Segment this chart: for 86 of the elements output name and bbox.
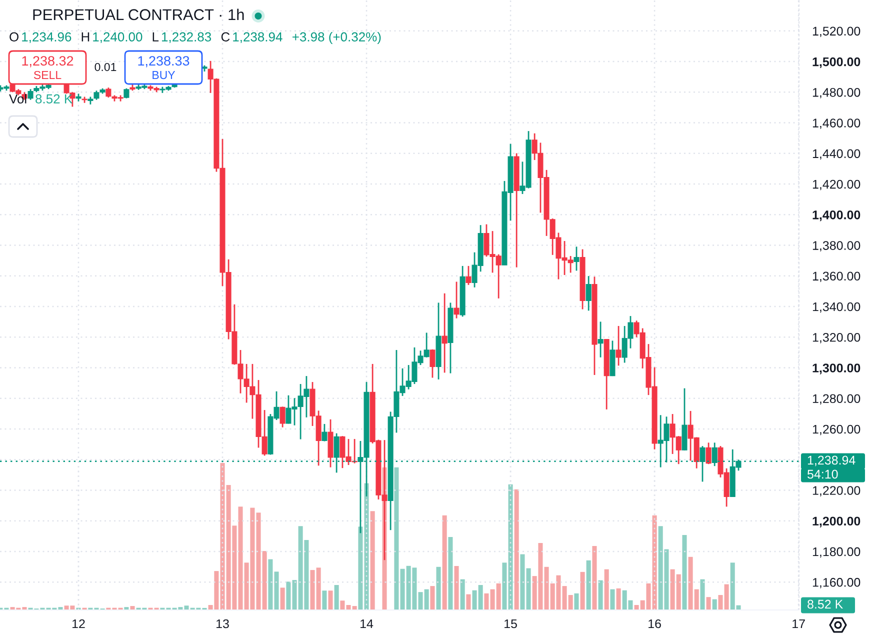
y-tick-label: 1,320.00 — [812, 332, 860, 344]
bar — [598, 580, 603, 610]
bar — [454, 566, 459, 610]
x-tick-label: 15 — [504, 619, 517, 628]
annotation: 1,232.83 — [162, 32, 212, 44]
x-tick-label: 13 — [216, 619, 229, 628]
bar — [442, 515, 447, 610]
candlestick — [454, 281, 460, 320]
y-tick-label: 1,200.00 — [812, 516, 860, 528]
bar — [604, 569, 609, 610]
candlestick — [322, 423, 328, 442]
x-tick-label: 14 — [360, 619, 374, 628]
bar — [370, 511, 375, 610]
y-tick-label: 1,260.00 — [812, 424, 860, 436]
x-tick-label: 17 — [792, 619, 805, 628]
annotation: +3.98 (+0.32%) — [292, 32, 381, 44]
candlestick — [574, 246, 580, 272]
annotation: 1,238.32 — [22, 56, 74, 68]
candlestick — [442, 292, 448, 374]
candlestick — [124, 88, 130, 99]
annotation: L — [152, 32, 159, 42]
annotation: 1,240.00 — [93, 32, 142, 44]
y-tick-label: 1,520.00 — [812, 26, 860, 38]
annotation: Vol — [9, 94, 26, 104]
annotation: 1,238.94 — [233, 32, 282, 44]
y-tick-label: 1,460.00 — [812, 118, 860, 129]
y-tick-label: 1,480.00 — [812, 88, 860, 98]
y-tick-label: 1,400.00 — [812, 210, 860, 222]
candlestick — [28, 88, 34, 101]
bar — [592, 546, 597, 610]
y-tick-label: 1,500.00 — [812, 57, 860, 68]
x-tick-label: 16 — [648, 619, 661, 628]
y-tick-label: 1,340.00 — [812, 302, 860, 313]
candlestick — [598, 320, 604, 358]
bar — [448, 536, 453, 610]
y-tick-label: 1,380.00 — [812, 241, 860, 252]
y-tick-label: 1,280.00 — [812, 394, 860, 405]
ref-line-label: 1,238.94 — [808, 456, 856, 466]
annotation: O — [10, 32, 18, 42]
bar — [610, 589, 615, 610]
candlestick — [466, 265, 472, 286]
candlestick — [430, 348, 436, 378]
candlestick — [706, 442, 712, 465]
text: 54:10 — [808, 470, 838, 479]
bar — [280, 588, 285, 610]
annotation: C — [221, 32, 230, 42]
bar — [580, 572, 585, 610]
bar — [574, 593, 579, 610]
y-tick-label: 1,220.00 — [812, 486, 860, 496]
candlestick — [280, 406, 286, 428]
y-tick-label: 1,300.00 — [812, 364, 860, 374]
bar — [460, 579, 465, 610]
bar — [586, 560, 591, 610]
bar — [712, 599, 717, 610]
annotation: BUY — [152, 71, 176, 80]
bar — [340, 600, 345, 610]
bar — [466, 594, 471, 610]
candlestick — [586, 275, 592, 312]
y-tick-label: 1,160.00 — [812, 578, 860, 588]
bar — [616, 588, 621, 610]
bar — [394, 467, 399, 610]
x-tick-label: 12 — [72, 619, 85, 628]
annotation: 1,238.33 — [138, 56, 190, 68]
bar — [430, 586, 435, 610]
bar — [700, 579, 705, 610]
chart-title: PERPETUAL CONTRACT · 1h — [33, 8, 244, 20]
bar — [322, 590, 327, 610]
y-tick-label: 1,360.00 — [812, 272, 860, 282]
text: 8.52 K — [808, 600, 843, 609]
bar — [334, 585, 339, 610]
annotation: 1,234.96 — [22, 32, 72, 44]
annotation: 0.01 — [94, 62, 116, 72]
candlestick — [616, 325, 622, 366]
y-tick-label: 1,180.00 — [812, 547, 860, 558]
bar — [358, 526, 363, 610]
bar — [514, 489, 519, 610]
bar — [682, 535, 687, 610]
bar — [328, 590, 333, 610]
y-tick-label: 1,440.00 — [812, 149, 860, 160]
bar — [706, 597, 711, 610]
bar — [436, 566, 441, 610]
candlestick — [106, 86, 112, 98]
y-tick-label: 1,420.00 — [812, 180, 860, 190]
annotation: H — [82, 32, 90, 42]
bar — [130, 606, 135, 610]
annotation: SELL — [34, 70, 62, 80]
